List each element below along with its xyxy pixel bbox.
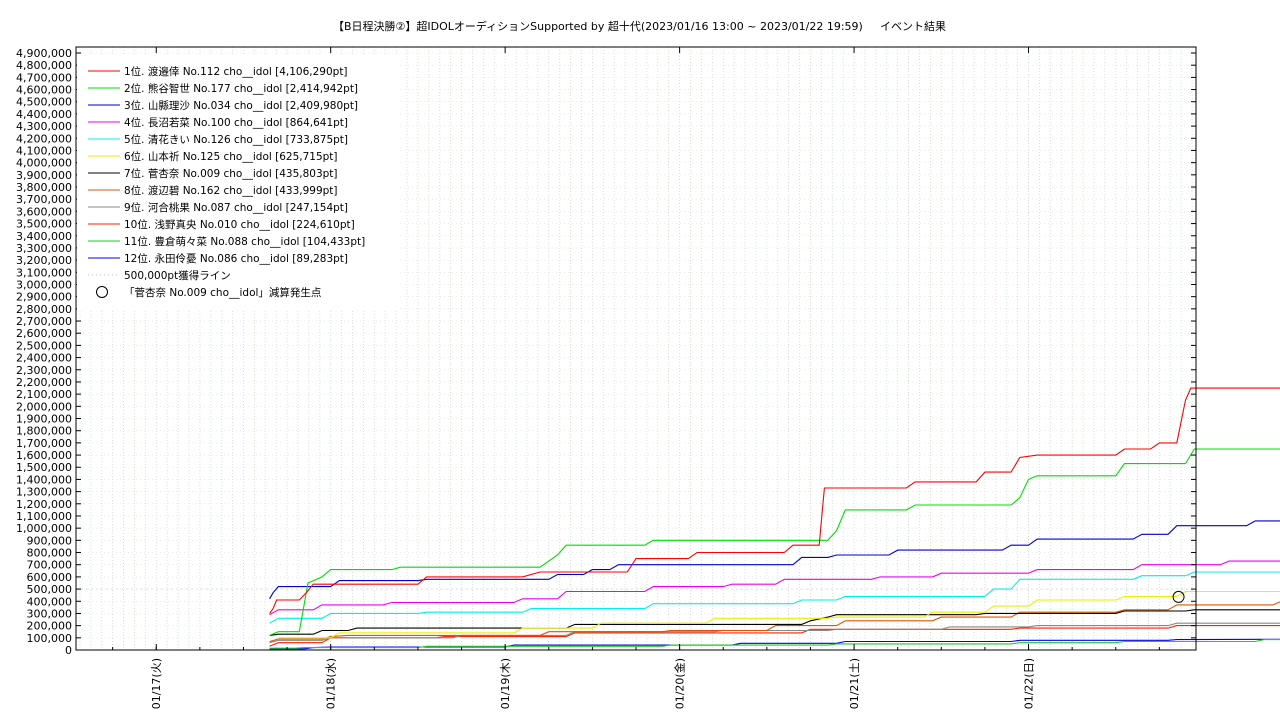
series-line bbox=[269, 609, 1280, 636]
legend-entry: 1位. 渡邉倖 No.112 cho__idol [4,106,290pt] bbox=[124, 65, 348, 78]
y-tick-label: 3,500,000 bbox=[16, 218, 72, 231]
axes bbox=[75, 46, 1197, 651]
y-tick-label: 200,000 bbox=[27, 620, 73, 633]
legend-entry: 2位. 熊谷智世 No.177 cho__idol [2,414,942pt] bbox=[124, 82, 358, 95]
y-tick-label: 3,900,000 bbox=[16, 169, 72, 182]
series-line bbox=[269, 639, 1280, 649]
series-line bbox=[269, 601, 1280, 643]
y-tick-label: 2,500,000 bbox=[16, 339, 72, 352]
series-line bbox=[269, 448, 1280, 636]
y-tick-label: 1,400,000 bbox=[16, 473, 72, 486]
y-tick-label: 1,700,000 bbox=[16, 437, 72, 450]
legend-marker-symbol bbox=[96, 286, 108, 298]
legend-entry: 10位. 浅野真央 No.010 cho__idol [224,610pt] bbox=[124, 218, 355, 231]
y-tick-label: 100,000 bbox=[27, 632, 73, 645]
y-tick-label: 1,500,000 bbox=[16, 461, 72, 474]
y-tick-label: 3,100,000 bbox=[16, 266, 72, 279]
y-tick-label: 900,000 bbox=[27, 534, 73, 547]
y-tick-label: 400,000 bbox=[27, 595, 73, 608]
y-tick-label: 0 bbox=[65, 644, 72, 657]
x-tick-label: 01/21(土) bbox=[848, 658, 861, 709]
x-tick-label: 01/19(木) bbox=[499, 658, 512, 709]
y-tick-label: 1,000,000 bbox=[16, 522, 72, 535]
y-tick-label: 800,000 bbox=[27, 547, 73, 560]
marker-group bbox=[1172, 590, 1185, 603]
y-tick-label: 1,600,000 bbox=[16, 449, 72, 462]
y-tick-labels: 0100,000200,000300,000400,000500,000600,… bbox=[16, 47, 72, 657]
series-line bbox=[269, 571, 1280, 624]
y-tick-label: 4,300,000 bbox=[16, 120, 72, 133]
y-tick-label: 4,700,000 bbox=[16, 71, 72, 84]
legend-entry: 3位. 山縣理沙 No.034 cho__idol [2,409,980pt] bbox=[124, 99, 358, 112]
legend: 1位. 渡邉倖 No.112 cho__idol [4,106,290pt] 2位… bbox=[77, 55, 399, 311]
legend-entry-reference: 500,000pt獲得ライン bbox=[124, 269, 231, 282]
chart-title: 【B日程決勝②】超IDOLオーディションSupported by 超十代(202… bbox=[333, 19, 863, 33]
legend-entry: 7位. 菅杏奈 No.009 cho__idol [435,803pt] bbox=[124, 167, 338, 180]
y-tick-label: 4,000,000 bbox=[16, 157, 72, 170]
y-tick-label: 3,600,000 bbox=[16, 205, 72, 218]
y-tick-label: 500,000 bbox=[27, 583, 73, 596]
series-lines bbox=[269, 387, 1280, 650]
y-tick-label: 3,200,000 bbox=[16, 254, 72, 267]
y-tick-label: 700,000 bbox=[27, 559, 73, 572]
y-tick-label: 3,700,000 bbox=[16, 193, 72, 206]
y-tick-label: 4,100,000 bbox=[16, 144, 72, 157]
y-tick-label: 4,200,000 bbox=[16, 132, 72, 145]
legend-entry: 11位. 豊倉萌々菜 No.088 cho__idol [104,433pt] bbox=[124, 235, 365, 248]
y-tick-label: 2,900,000 bbox=[16, 291, 72, 304]
series-line bbox=[269, 622, 1280, 644]
series-line bbox=[278, 590, 1280, 639]
series-line bbox=[269, 387, 1280, 614]
legend-entry: 12位. 永田伶憂 No.086 cho__idol [89,283pt] bbox=[124, 252, 348, 265]
y-tick-label: 300,000 bbox=[27, 607, 73, 620]
grid-lines bbox=[76, 47, 1196, 651]
y-tick-label: 3,400,000 bbox=[16, 230, 72, 243]
y-tick-label: 2,000,000 bbox=[16, 400, 72, 413]
y-tick-label: 600,000 bbox=[27, 571, 73, 584]
x-tick-label: 01/22(日) bbox=[1023, 658, 1036, 709]
y-tick-label: 3,300,000 bbox=[16, 242, 72, 255]
y-tick-label: 4,900,000 bbox=[16, 47, 72, 60]
legend-entry: 4位. 長沼若菜 No.100 cho__idol [864,641pt] bbox=[124, 116, 348, 129]
y-tick-label: 1,300,000 bbox=[16, 486, 72, 499]
y-tick-label: 3,000,000 bbox=[16, 278, 72, 291]
y-tick-label: 2,400,000 bbox=[16, 352, 72, 365]
decrease-point-marker bbox=[1172, 590, 1185, 603]
y-tick-label: 2,700,000 bbox=[16, 315, 72, 328]
y-tick-label: 1,900,000 bbox=[16, 413, 72, 426]
y-tick-label: 3,800,000 bbox=[16, 181, 72, 194]
chart-title-suffix: イベント結果 bbox=[880, 19, 946, 33]
y-tick-label: 2,600,000 bbox=[16, 327, 72, 340]
x-tick-labels: 01/17(火) 01/18(水) 01/19(木) 01/20(金) 01/21(土)… bbox=[150, 658, 1035, 709]
y-tick-label: 4,800,000 bbox=[16, 59, 72, 72]
legend-entry: 5位. 清花きい No.126 cho__idol [733,875pt] bbox=[124, 133, 348, 146]
y-tick-label: 4,600,000 bbox=[16, 84, 72, 97]
y-tick-label: 2,200,000 bbox=[16, 376, 72, 389]
x-tick-label: 01/20(金) bbox=[673, 658, 687, 709]
y-tick-label: 4,400,000 bbox=[16, 108, 72, 121]
x-tick-label: 01/18(水) bbox=[325, 658, 338, 709]
chart-title-group: 【B日程決勝②】超IDOLオーディションSupported by 超十代(202… bbox=[333, 19, 946, 33]
legend-entry: 6位. 山本祈 No.125 cho__idol [625,715pt] bbox=[124, 150, 338, 163]
series-line bbox=[269, 560, 1280, 616]
legend-background bbox=[77, 55, 399, 311]
y-tick-label: 2,800,000 bbox=[16, 303, 72, 316]
legend-entry-marker: 「菅杏奈 No.009 cho__idol」減算発生点 bbox=[124, 286, 321, 299]
y-tick-label: 1,200,000 bbox=[16, 498, 72, 511]
x-tick-label: 01/17(火) bbox=[150, 658, 163, 709]
y-tick-label: 2,300,000 bbox=[16, 364, 72, 377]
y-tick-label: 1,800,000 bbox=[16, 425, 72, 438]
legend-entry: 9位. 河合桃果 No.087 cho__idol [247,154pt] bbox=[124, 201, 348, 214]
y-tick-label: 1,100,000 bbox=[16, 510, 72, 523]
y-tick-label: 4,500,000 bbox=[16, 96, 72, 109]
y-tick-label: 2,100,000 bbox=[16, 388, 72, 401]
legend-entry: 8位. 渡辺碧 No.162 cho__idol [433,999pt] bbox=[124, 184, 338, 197]
